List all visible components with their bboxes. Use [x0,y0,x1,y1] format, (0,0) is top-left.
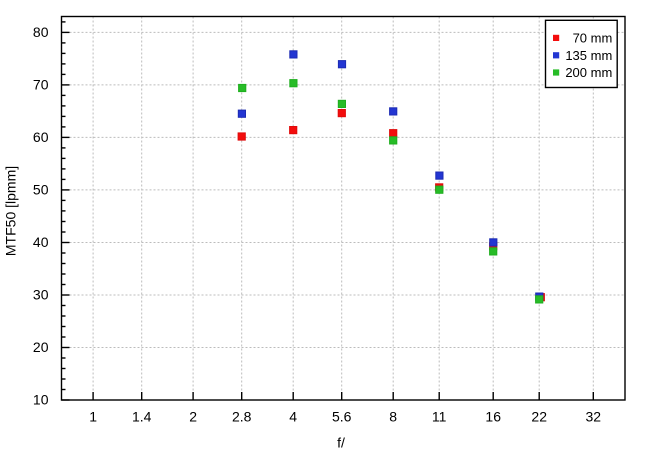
svg-text:16: 16 [485,409,501,425]
svg-text:5.6: 5.6 [332,409,352,425]
svg-text:135 mm: 135 mm [565,48,612,63]
svg-text:40: 40 [33,234,49,250]
svg-text:60: 60 [33,129,49,145]
svg-text:8: 8 [389,409,397,425]
svg-text:1.4: 1.4 [132,409,152,425]
svg-text:22: 22 [531,409,547,425]
svg-text:70: 70 [33,77,49,93]
svg-text:2.8: 2.8 [232,409,252,425]
svg-text:10: 10 [33,392,49,408]
svg-text:20: 20 [33,339,49,355]
svg-text:2: 2 [189,409,197,425]
svg-text:4: 4 [289,409,297,425]
svg-text:80: 80 [33,24,49,40]
svg-text:200 mm: 200 mm [565,65,612,80]
svg-text:1: 1 [89,409,97,425]
svg-text:11: 11 [432,409,447,425]
svg-text:32: 32 [586,409,602,425]
svg-text:MTF50 [lpmm]: MTF50 [lpmm] [2,166,18,256]
svg-text:30: 30 [33,287,49,303]
svg-text:70 mm: 70 mm [573,31,613,46]
svg-text:50: 50 [33,182,49,198]
svg-text:f/: f/ [337,434,345,450]
